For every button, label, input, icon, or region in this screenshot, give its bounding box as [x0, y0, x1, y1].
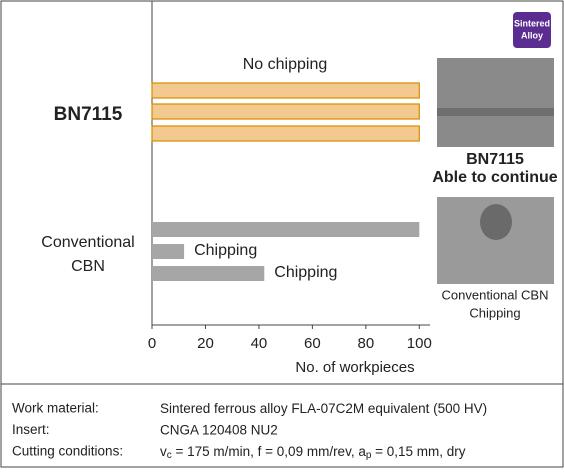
bar — [152, 266, 265, 281]
badge-text: Sintered — [514, 18, 550, 28]
x-tick-label: 100 — [407, 335, 432, 352]
condition-label: Cutting conditions: — [12, 444, 123, 459]
image-caption: Able to continue — [432, 169, 557, 186]
condition-text: = 175 m/min, f = 0,09 mm/rev, a — [172, 444, 367, 459]
x-tick-label: 60 — [304, 335, 321, 352]
badge-text: Alloy — [521, 30, 543, 40]
x-tick-label: 80 — [358, 335, 375, 352]
bar — [151, 103, 420, 120]
photo — [437, 58, 554, 147]
category-label: BN7115 — [54, 104, 123, 125]
condition-text: v — [160, 444, 167, 459]
image-caption: Conventional CBN — [442, 287, 549, 302]
condition-value: CNGA 120408 NU2 — [160, 422, 278, 437]
bar — [151, 82, 420, 99]
bar-label: Chipping — [274, 264, 337, 281]
category-label: Conventional — [41, 234, 134, 251]
photo-detail — [437, 108, 554, 116]
condition-label: Insert: — [12, 422, 50, 437]
condition-text: = 0,15 mm, dry — [371, 444, 465, 459]
condition-label: Work material: — [12, 401, 99, 416]
condition-value: Sintered ferrous alloy FLA-07C2M equival… — [160, 401, 487, 416]
x-axis-label: No. of workpieces — [295, 359, 414, 376]
image-caption: BN7115 — [466, 151, 524, 168]
x-tick-label: 20 — [197, 335, 214, 352]
bar — [152, 244, 185, 259]
condition-text: c — [167, 450, 172, 461]
x-tick-label: 40 — [251, 335, 268, 352]
condition-text: CNGA 120408 NU2 — [160, 422, 278, 437]
image-caption: Chipping — [469, 305, 520, 320]
bar — [152, 222, 420, 237]
condition-value: vc = 175 m/min, f = 0,09 mm/rev, ap = 0,… — [160, 444, 466, 461]
annotation: No chipping — [243, 56, 328, 73]
bar — [151, 125, 420, 142]
condition-text: Sintered ferrous alloy FLA-07C2M equival… — [160, 401, 487, 416]
condition-text: p — [366, 450, 372, 461]
x-tick-label: 0 — [148, 335, 156, 352]
photo-detail — [480, 204, 512, 240]
badge — [513, 12, 551, 48]
bar-label: Chipping — [194, 242, 257, 259]
category-label: CBN — [71, 258, 105, 275]
